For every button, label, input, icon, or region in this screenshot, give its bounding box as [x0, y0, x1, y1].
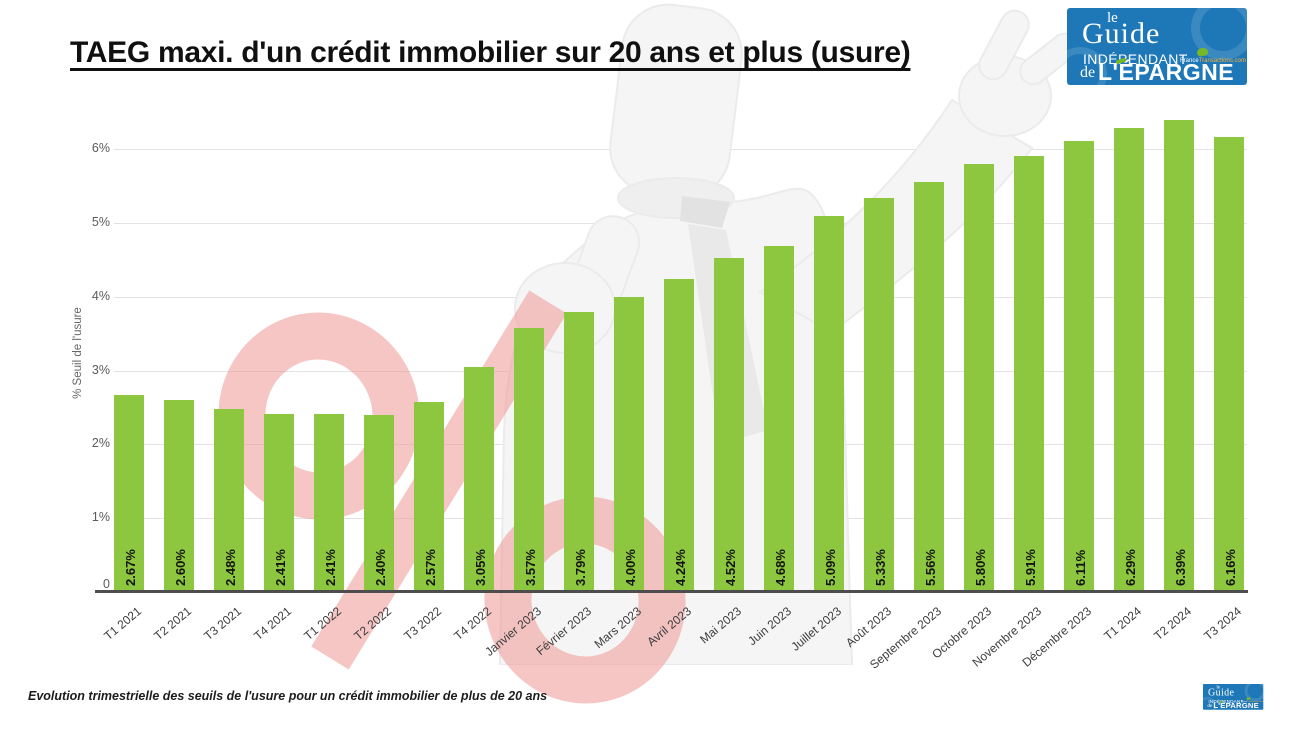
logo-ring-decoration: [1191, 8, 1247, 60]
logo-word-de: de: [1207, 702, 1213, 709]
bar-value-label: 6.39%: [1172, 549, 1188, 586]
logo-site-orange: Transactions.com: [1247, 700, 1263, 703]
bar: [664, 278, 694, 592]
bar: [1164, 120, 1194, 592]
logo-site-name: FranceTransactions.com: [1180, 58, 1246, 64]
logo-word-independant: INDÉPENDANT: [1208, 698, 1244, 704]
x-tick-label: Avril 2023: [644, 604, 694, 649]
logo-site-name: FranceTransactions.com: [1241, 701, 1263, 703]
bar-value-label: 4.68%: [772, 549, 788, 586]
x-tick-label: T1 2022: [301, 604, 344, 644]
x-tick-label: Mars 2023: [591, 604, 644, 652]
x-tick-label: T2 2024: [1151, 604, 1194, 644]
figure-collar: [617, 177, 735, 219]
logo-word-epargne: L'ÉPARGNE: [1098, 59, 1235, 85]
bar-value-label: 5.33%: [872, 549, 888, 586]
bar-value-label: 6.16%: [1222, 549, 1238, 586]
x-tick-label: Juillet 2023: [788, 604, 844, 654]
bar: [1014, 155, 1044, 592]
logo-word-guide: Guide: [1208, 687, 1235, 699]
bar-value-label: 2.57%: [422, 549, 438, 586]
y-tick-label: 0: [103, 577, 110, 591]
bar-value-label: 4.52%: [722, 549, 738, 586]
y-tick-label: 6%: [91, 141, 110, 156]
bar: [614, 296, 644, 592]
y-tick-label: 2%: [91, 436, 110, 451]
bar: [1064, 140, 1094, 592]
brand-logo: le Guide INDÉPENDANT FranceTransactions.…: [1067, 8, 1247, 85]
bar-value-label: 2.40%: [372, 549, 388, 586]
bar-value-label: 3.57%: [522, 549, 538, 586]
logo-site-white: France: [1240, 700, 1248, 703]
x-tick-label: T4 2022: [451, 604, 494, 644]
x-tick-label: T2 2022: [351, 604, 394, 644]
logo-word-de: de: [1080, 64, 1096, 81]
bar-value-label: 5.09%: [822, 549, 838, 586]
x-tick-label: T3 2021: [201, 604, 244, 644]
bar-value-label: 6.29%: [1122, 549, 1138, 586]
bar: [964, 163, 994, 592]
x-tick-label: Mai 2023: [697, 604, 744, 647]
logo-word-guide: Guide: [1082, 17, 1161, 50]
logo-word-epargne: L'ÉPARGNE: [1213, 701, 1259, 710]
bar: [814, 216, 844, 592]
bar: [714, 258, 744, 592]
y-tick-label: 5%: [91, 214, 110, 229]
footer-note: Evolution trimestrielle des seuils de l'…: [28, 689, 548, 703]
x-tick-label: Juin 2023: [745, 604, 794, 649]
bar: [164, 400, 194, 592]
bar-value-label: 6.11%: [1072, 549, 1088, 586]
logo-word-independant: INDÉPENDANT: [1083, 51, 1188, 67]
figure-head: [609, 3, 743, 199]
bar: [914, 181, 944, 592]
x-tick-label: T2 2021: [151, 604, 194, 644]
x-tick-label: T1 2021: [101, 604, 144, 644]
logo-word-le: le: [1107, 10, 1118, 26]
bar-value-label: 2.60%: [172, 549, 188, 586]
x-axis-line: [95, 590, 1248, 593]
bar-value-label: 3.05%: [472, 549, 488, 586]
bar-value-label: 3.79%: [572, 549, 588, 586]
logo-ring-decoration: [1203, 697, 1217, 710]
bar-value-label: 2.48%: [222, 549, 238, 586]
bar-value-label: 5.91%: [1022, 549, 1038, 586]
logo-ring-decoration: [1244, 684, 1264, 702]
bar-value-label: 4.24%: [672, 549, 688, 586]
bar-value-label: 2.67%: [122, 549, 138, 586]
bar: [864, 198, 894, 592]
figure-finger: [978, 9, 1030, 81]
x-tick-label: T3 2024: [1201, 604, 1244, 644]
x-tick-label: T1 2024: [1101, 604, 1144, 644]
y-tick-label: 1%: [91, 510, 110, 525]
y-tick-label: 4%: [91, 288, 110, 303]
x-tick-label: T3 2022: [401, 604, 444, 644]
y-axis-title: % Seuil de l'usure: [72, 307, 84, 399]
logo-ring-decoration: [1067, 47, 1107, 85]
logo-site-white: France: [1180, 58, 1199, 64]
bar-value-label: 2.41%: [322, 549, 338, 586]
bar-value-label: 2.41%: [272, 549, 288, 586]
bar-value-label: 4.00%: [622, 549, 638, 586]
bar-value-label: 5.80%: [972, 549, 988, 586]
bar: [114, 394, 144, 592]
x-tick-label: T4 2021: [251, 604, 294, 644]
logo-word-le: le: [1216, 684, 1221, 691]
bar: [1114, 127, 1144, 592]
bar-value-label: 5.56%: [922, 549, 938, 586]
chart-title: TAEG maxi. d'un crédit immobilier sur 20…: [70, 36, 911, 69]
logo-site-orange: Transactions.com: [1198, 58, 1246, 64]
figure-right-hand: [958, 55, 1052, 137]
bar: [764, 246, 794, 592]
bar: [1214, 137, 1244, 592]
brand-logo-small: le Guide INDÉPENDANT FranceTransactions.…: [1203, 684, 1264, 710]
y-tick-label: 3%: [91, 362, 110, 377]
